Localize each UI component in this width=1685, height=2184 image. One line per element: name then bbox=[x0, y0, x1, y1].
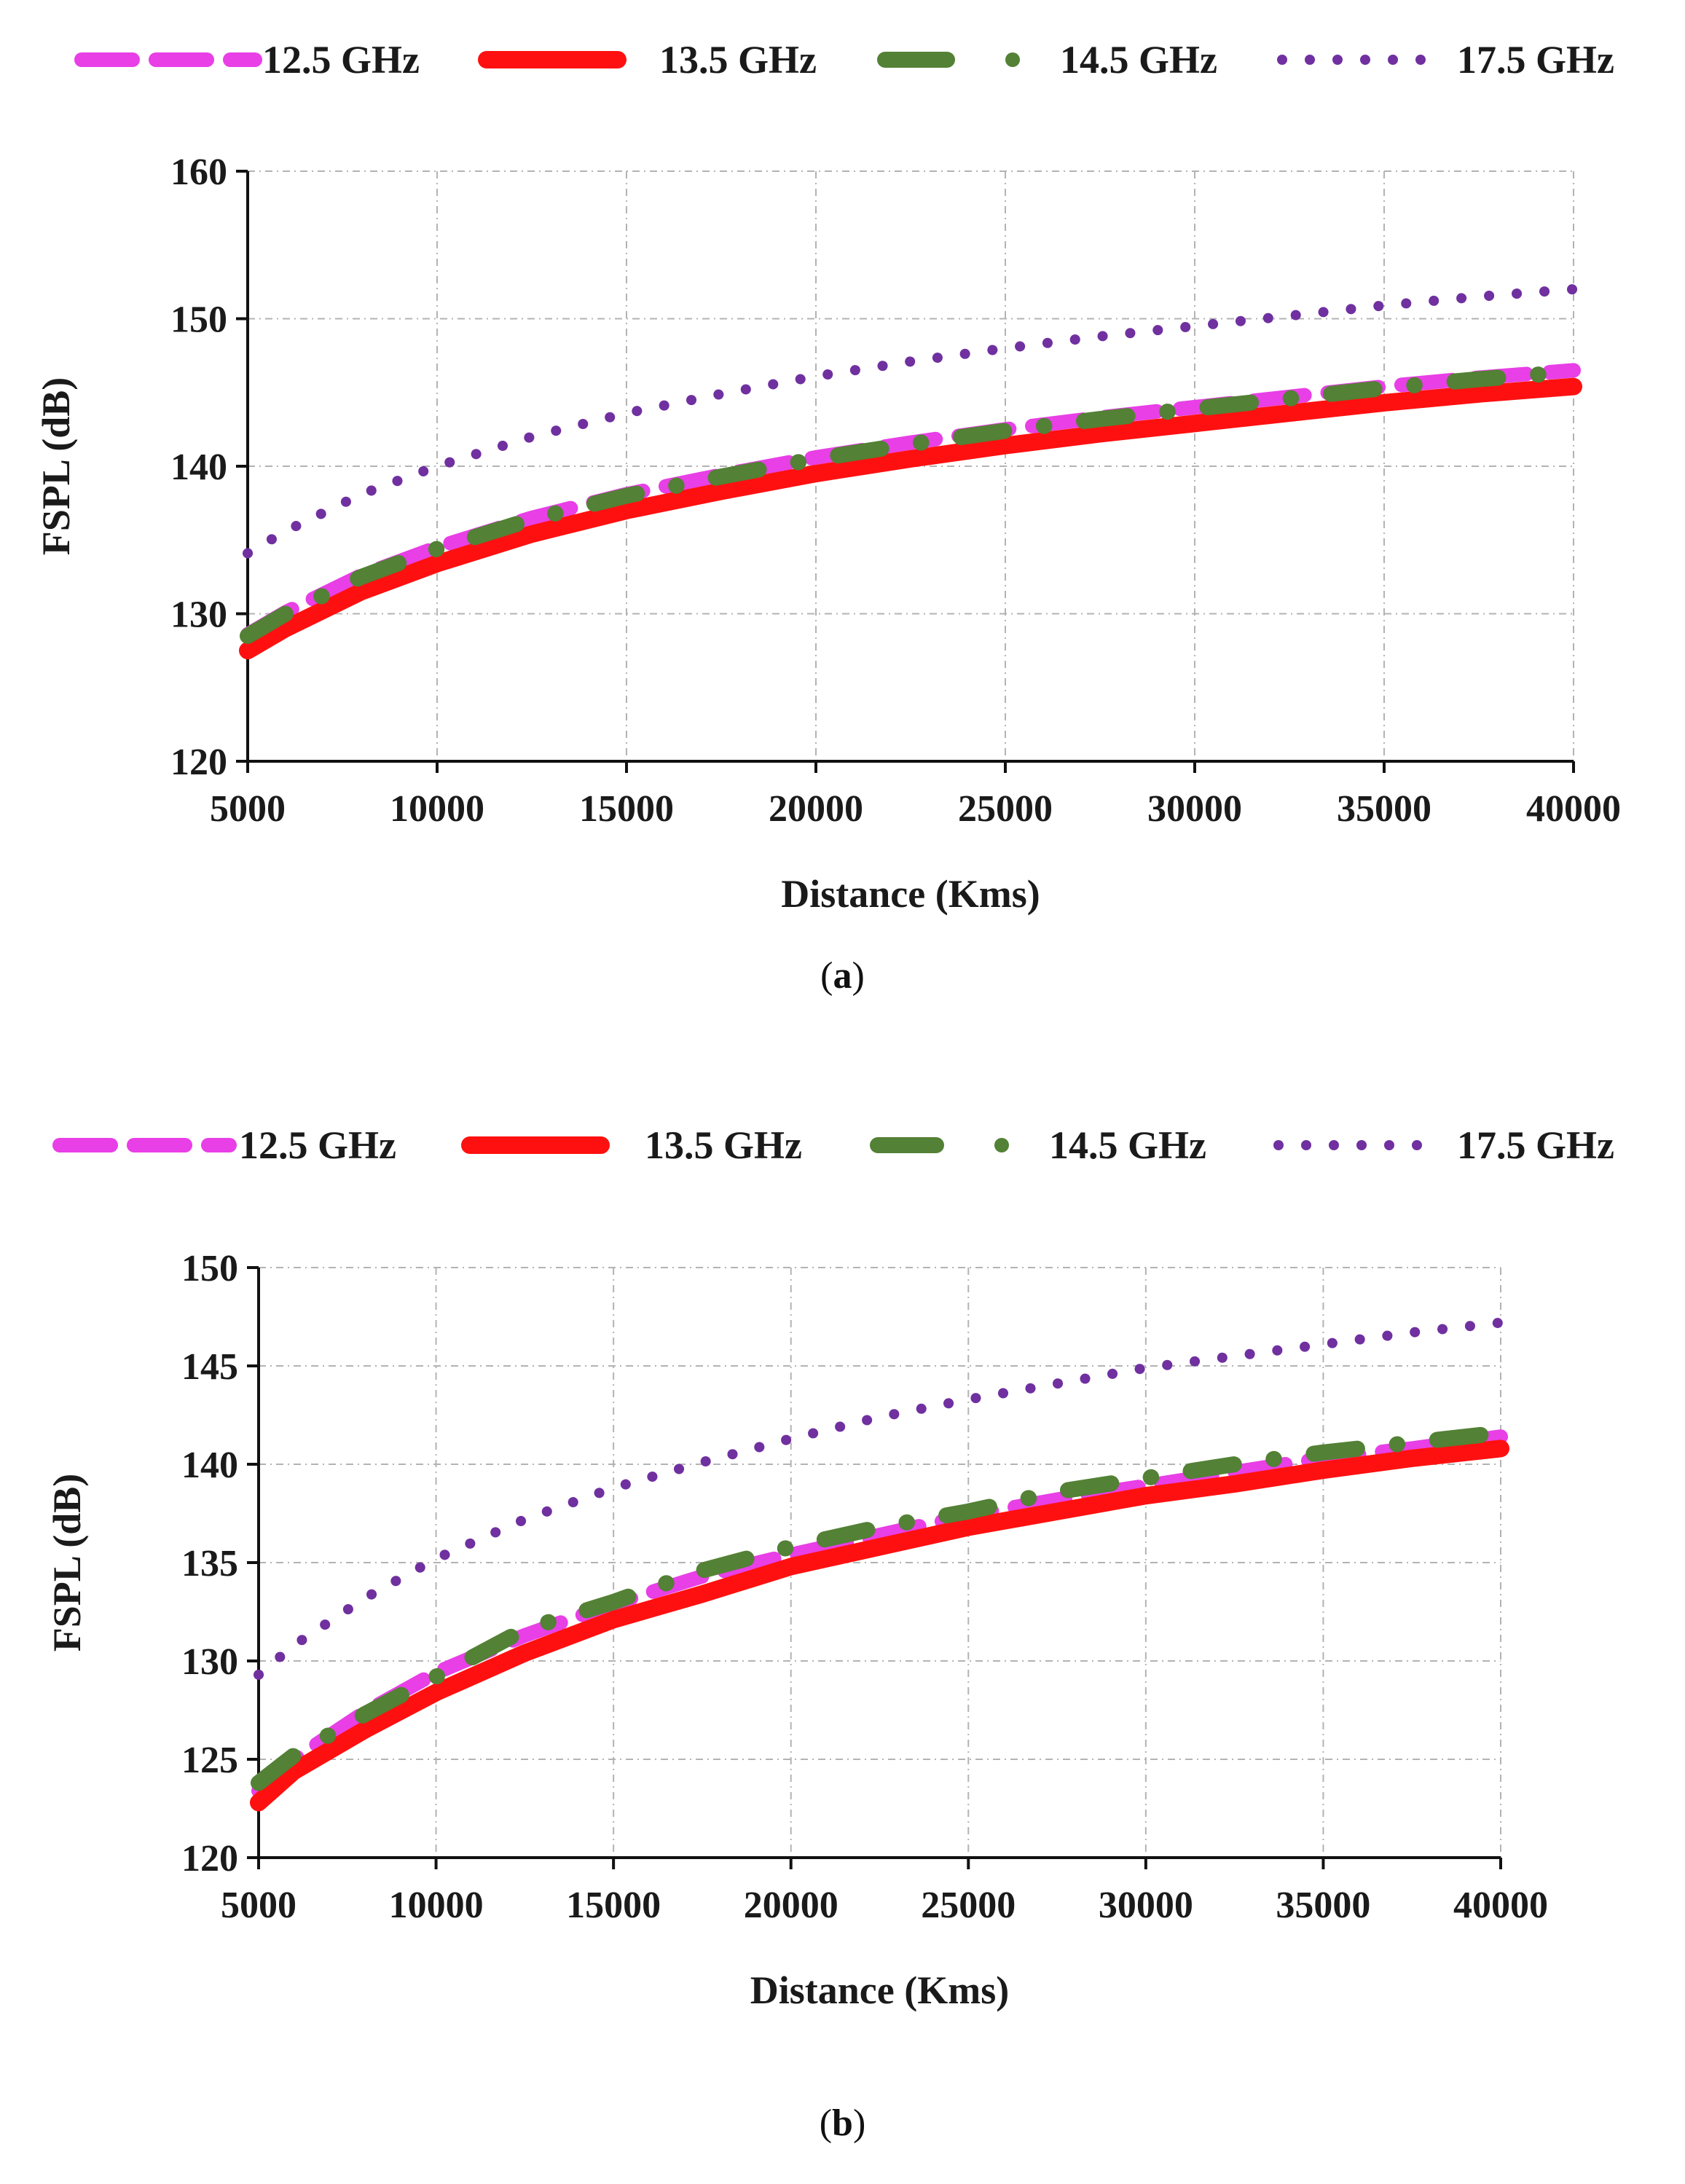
legend-label-14-5-ghz: 14.5 GHz bbox=[1049, 1123, 1206, 1167]
x-tick-label: 5000 bbox=[210, 788, 286, 830]
x-tick-label: 35000 bbox=[1337, 788, 1431, 830]
series-line-17-5-ghz bbox=[248, 289, 1574, 554]
x-tick-label: 10000 bbox=[390, 788, 484, 830]
legend-dot-17-5-ghz bbox=[1415, 55, 1426, 65]
y-tick-label: 140 bbox=[181, 1445, 238, 1486]
legend-dot-17-5-ghz bbox=[1388, 55, 1398, 65]
chart-panel-a: 120 130 140 150 160 5000 10000 15000 20000 25000 3… bbox=[0, 0, 1685, 1049]
x-tick-label: 25000 bbox=[921, 1885, 1016, 1926]
legend-dot-17-5-ghz bbox=[1273, 1140, 1284, 1150]
legend-dot-14-5-ghz bbox=[1005, 52, 1020, 67]
x-tick-label: 15000 bbox=[579, 788, 674, 830]
legend-dot-17-5-ghz bbox=[1412, 1140, 1422, 1150]
legend-dot-17-5-ghz bbox=[1332, 55, 1343, 65]
x-axis-label: Distance (Kms) bbox=[781, 872, 1040, 916]
x-tick-label: 10000 bbox=[389, 1885, 484, 1926]
legend-dot-14-5-ghz bbox=[994, 1138, 1009, 1152]
y-tick-label: 150 bbox=[170, 299, 227, 341]
x-tick-label: 5000 bbox=[221, 1885, 296, 1926]
legend-label-12-5-ghz: 12.5 GHz bbox=[262, 38, 420, 82]
x-axis-label: Distance (Kms) bbox=[750, 1968, 1009, 2012]
panel-letter-a: a bbox=[833, 955, 852, 997]
panel-letter-b: b bbox=[832, 2102, 853, 2144]
x-tick-label: 15000 bbox=[566, 1885, 661, 1926]
y-axis-label: FSPL (dB) bbox=[45, 1474, 89, 1652]
y-tick-label: 150 bbox=[181, 1248, 238, 1289]
y-tick-label: 130 bbox=[170, 594, 227, 636]
legend-a: 12.5 GHz 13.5 GHz 14.5 GHz 17.5 GHz bbox=[82, 38, 1614, 82]
y-tick-label: 160 bbox=[170, 152, 227, 193]
x-tick-label: 30000 bbox=[1147, 788, 1242, 830]
legend-dot-17-5-ghz bbox=[1356, 1140, 1367, 1150]
x-tick-label: 20000 bbox=[744, 1885, 838, 1926]
y-tick-label: 120 bbox=[170, 742, 227, 783]
series-line-17-5-ghz bbox=[259, 1323, 1501, 1675]
chart-svg-b: 120 125 130 135 140 145 150 5000 10000 15000 20000… bbox=[0, 1093, 1685, 2181]
y-tick-label: 125 bbox=[181, 1740, 238, 1781]
plot-area-a bbox=[248, 289, 1574, 651]
x-tick-label: 30000 bbox=[1099, 1885, 1193, 1926]
panel-label-b: (b) bbox=[0, 2102, 1685, 2145]
y-tick-label: 130 bbox=[181, 1641, 238, 1683]
y-tick-label: 120 bbox=[181, 1838, 238, 1879]
legend-dot-17-5-ghz bbox=[1305, 55, 1315, 65]
legend-dot-17-5-ghz bbox=[1277, 55, 1287, 65]
y-axis-label: FSPL (dB) bbox=[34, 377, 78, 556]
legend-label-13-5-ghz: 13.5 GHz bbox=[659, 38, 817, 82]
legend-dot-17-5-ghz bbox=[1384, 1140, 1394, 1150]
panel-label-a: (a) bbox=[0, 954, 1685, 997]
legend-dot-17-5-ghz bbox=[1360, 55, 1370, 65]
y-tick-label: 140 bbox=[170, 447, 227, 488]
legend-label-14-5-ghz: 14.5 GHz bbox=[1060, 38, 1217, 82]
legend-b: 12.5 GHz 13.5 GHz 14.5 GHz 17.5 GHz bbox=[60, 1123, 1614, 1167]
legend-label-13-5-ghz: 13.5 GHz bbox=[645, 1123, 802, 1167]
x-tick-label: 40000 bbox=[1526, 788, 1621, 830]
grid-b bbox=[259, 1268, 1501, 1858]
series-line-12-5-ghz bbox=[259, 1437, 1501, 1791]
series-line-13-5-ghz bbox=[259, 1448, 1501, 1802]
legend-dot-17-5-ghz bbox=[1329, 1140, 1339, 1150]
chart-svg-a: 120 130 140 150 160 5000 10000 15000 20000 25000 3… bbox=[0, 0, 1685, 1049]
x-tick-label: 20000 bbox=[769, 788, 863, 830]
series-line-13-5-ghz bbox=[248, 387, 1574, 651]
series-line-14-5-ghz bbox=[259, 1433, 1501, 1783]
y-tick-label: 135 bbox=[181, 1543, 238, 1584]
legend-label-17-5-ghz: 17.5 GHz bbox=[1457, 38, 1614, 82]
legend-dot-17-5-ghz bbox=[1301, 1140, 1311, 1150]
y-tick-label: 145 bbox=[181, 1346, 238, 1388]
legend-label-12-5-ghz: 12.5 GHz bbox=[239, 1123, 396, 1167]
x-tick-label: 25000 bbox=[958, 788, 1053, 830]
legend-label-17-5-ghz: 17.5 GHz bbox=[1457, 1123, 1614, 1167]
x-tick-label: 35000 bbox=[1276, 1885, 1370, 1926]
x-tick-label: 40000 bbox=[1453, 1885, 1548, 1926]
chart-panel-b: 120 125 130 135 140 145 150 5000 10000 15000 20000… bbox=[0, 1093, 1685, 2181]
